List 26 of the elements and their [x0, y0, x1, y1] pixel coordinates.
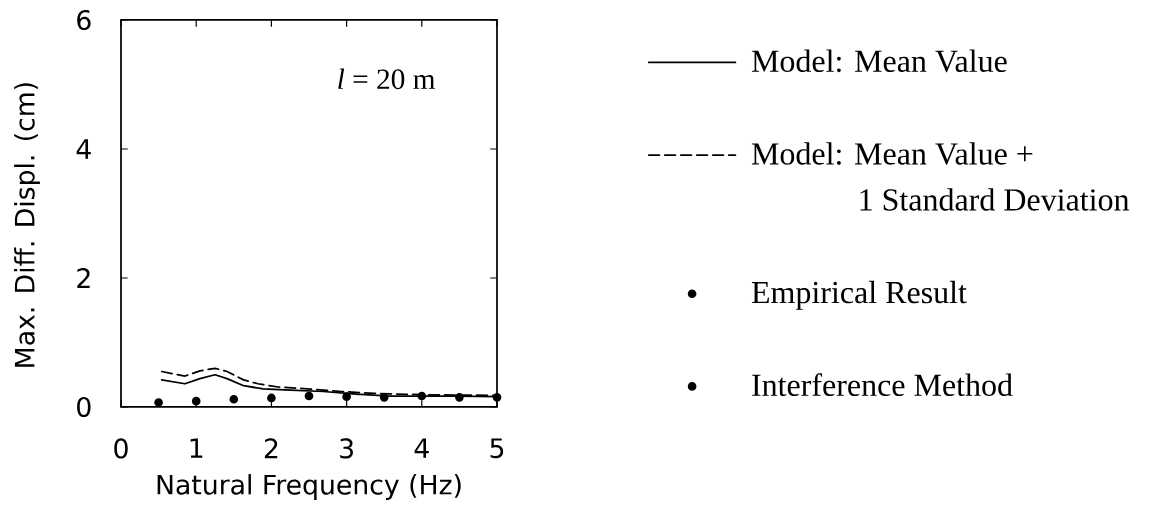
- legend-label: Model: Mean Value: [751, 49, 1007, 73]
- annotation: l = 20 m: [338, 68, 436, 90]
- legend-label: Model: Mean Value + 1 Standard Deviation: [751, 142, 1130, 211]
- y-tick-label: 2: [77, 268, 90, 288]
- x-tick-label: 4: [414, 438, 429, 458]
- point: [417, 391, 427, 401]
- y-axis-title: Max. Diff. Displ. (cm): [14, 83, 40, 367]
- y-tick-label: 4: [76, 139, 91, 159]
- legend-label: Empirical Result: [751, 280, 967, 310]
- x-tick-label: 0: [114, 438, 128, 459]
- x-tick-label: 3: [340, 438, 353, 459]
- point: [304, 391, 314, 401]
- point: [191, 396, 201, 406]
- y-tick-label: 0: [77, 396, 91, 418]
- x-tick-label: 5: [490, 438, 504, 459]
- x-tick-label: 1: [190, 438, 203, 458]
- point: [154, 398, 163, 407]
- point: [267, 393, 276, 403]
- point: [455, 392, 464, 402]
- point: [229, 394, 239, 404]
- x-tick-label: 2: [264, 438, 278, 459]
- legend-label: Interference Method: [752, 373, 1013, 397]
- point: [342, 392, 351, 401]
- y-tick-label: 6: [77, 9, 91, 31]
- x-axis-title: Natural Frequency (Hz): [157, 474, 461, 500]
- point: [492, 392, 502, 402]
